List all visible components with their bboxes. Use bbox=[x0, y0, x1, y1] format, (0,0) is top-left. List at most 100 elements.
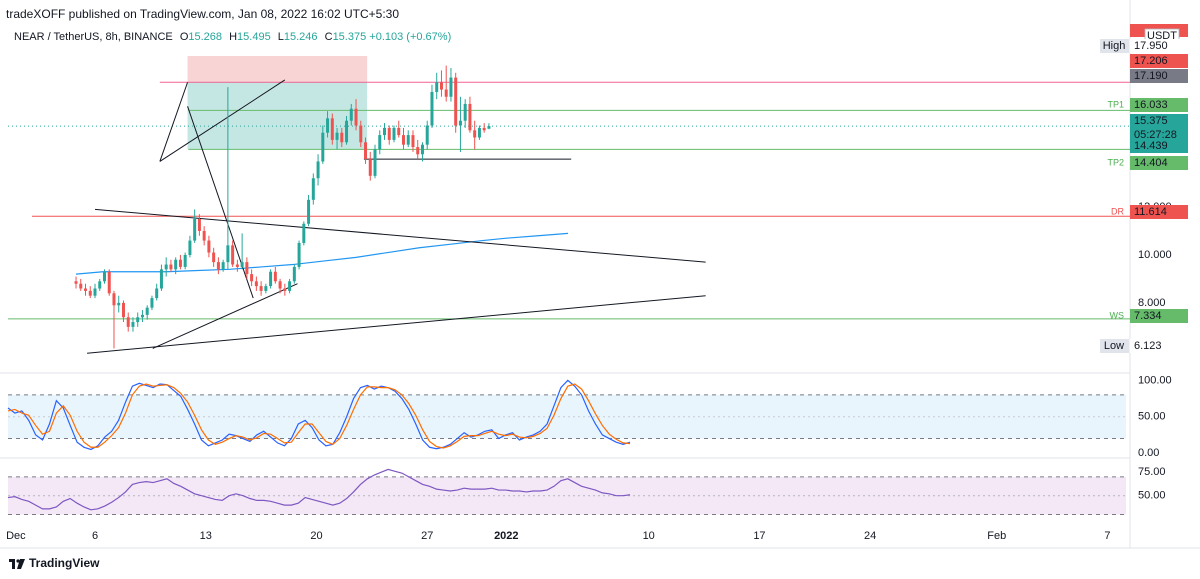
candle-body bbox=[174, 259, 178, 270]
price-tag-ws: WS bbox=[1110, 310, 1125, 320]
rsi-y-tick: 50.00 bbox=[1138, 490, 1166, 502]
candle-body bbox=[259, 286, 263, 291]
price-tag-box bbox=[1100, 39, 1129, 53]
candle-body bbox=[335, 132, 339, 140]
candle-body bbox=[292, 266, 296, 282]
open-key: O bbox=[179, 31, 189, 43]
trendline-5 bbox=[159, 82, 189, 162]
candle-body bbox=[302, 223, 306, 243]
price-tag-low: Low bbox=[1104, 340, 1124, 352]
price-tag-tp2: TP2 bbox=[1107, 157, 1124, 167]
candle-body bbox=[444, 89, 448, 97]
trendline-0 bbox=[94, 208, 706, 263]
candle-body bbox=[264, 286, 268, 291]
candle-body bbox=[354, 108, 358, 126]
price-label-value: 6.123 bbox=[1134, 340, 1162, 352]
price-tag-high: High bbox=[1103, 40, 1126, 52]
candle-body bbox=[378, 135, 382, 150]
candle-body bbox=[117, 302, 121, 306]
price-label-value: 11.614 bbox=[1134, 206, 1167, 218]
bar-countdown-label: 05:27:28 bbox=[1134, 129, 1177, 141]
price-label-value: 16.033 bbox=[1134, 99, 1168, 111]
candle-body bbox=[307, 199, 311, 224]
symbol-name[interactable]: NEAR / TetherUS, 8h, BINANCE bbox=[14, 31, 173, 43]
stoch-d-line bbox=[7, 383, 631, 449]
candle-body bbox=[98, 281, 102, 289]
price-label-box bbox=[1130, 139, 1188, 153]
price-label-value: 14.439 bbox=[1134, 140, 1168, 152]
symbol-legend: NEAR / TetherUS, 8h, BINANCE O15.268 H15… bbox=[14, 31, 451, 43]
candle-body bbox=[416, 147, 420, 155]
high-value: 15.495 bbox=[237, 31, 271, 43]
change-value: +0.103 (+0.67%) bbox=[369, 31, 452, 43]
brand-label: TradingView bbox=[29, 556, 100, 570]
candle-body bbox=[231, 245, 235, 265]
candle-body bbox=[326, 118, 330, 133]
candle-body bbox=[221, 262, 225, 270]
candle-body bbox=[477, 127, 481, 138]
candle-body bbox=[449, 77, 453, 97]
attribution-text: tradeXOFF published on TradingView.com, … bbox=[6, 7, 400, 21]
last-price-label: 15.375 bbox=[1134, 115, 1168, 127]
price-label-box bbox=[1130, 69, 1188, 83]
candle-body bbox=[235, 264, 239, 267]
x-tick-label: 24 bbox=[864, 530, 876, 542]
candle-body bbox=[269, 271, 273, 287]
tradingview-logo[interactable]: TradingView bbox=[9, 556, 99, 570]
candle-body bbox=[458, 120, 462, 126]
low-key: L bbox=[277, 31, 284, 43]
candle-body bbox=[373, 149, 377, 176]
candle-body bbox=[226, 245, 230, 263]
candle-body bbox=[387, 127, 391, 140]
price-label-box bbox=[1130, 339, 1188, 353]
candle-body bbox=[311, 178, 315, 200]
price-tag-box bbox=[1100, 339, 1129, 353]
candle-body bbox=[212, 252, 216, 263]
candle-body bbox=[316, 161, 320, 179]
candle-body bbox=[345, 120, 349, 143]
currency-label: USDT bbox=[1147, 30, 1177, 42]
candle-body bbox=[102, 271, 106, 282]
x-tick-label: 7 bbox=[1104, 530, 1110, 542]
price-label-value: 17.950 bbox=[1134, 40, 1168, 52]
candle-body bbox=[250, 274, 254, 282]
trendline-1 bbox=[87, 295, 706, 354]
candle-body bbox=[463, 103, 467, 121]
last-price-box bbox=[1130, 114, 1188, 142]
candle-body bbox=[473, 130, 477, 138]
price-label-value: 14.404 bbox=[1134, 157, 1168, 169]
candle-body bbox=[197, 218, 201, 231]
stop-loss-zone bbox=[187, 56, 368, 83]
moving-average-line bbox=[75, 232, 569, 275]
candle-body bbox=[216, 262, 220, 270]
candle-body bbox=[79, 283, 83, 289]
price-label-value: 17.190 bbox=[1134, 70, 1168, 82]
candle-body bbox=[406, 135, 410, 145]
candle-body bbox=[383, 127, 387, 136]
rsi-line bbox=[7, 468, 631, 511]
candle-body bbox=[468, 103, 472, 131]
candle-body bbox=[340, 132, 344, 143]
trendline-4 bbox=[159, 79, 286, 162]
x-tick-label: 17 bbox=[753, 530, 765, 542]
x-tick-label: Feb bbox=[987, 530, 1006, 542]
price-label-box bbox=[1130, 98, 1188, 112]
tradingview-icon bbox=[9, 558, 25, 569]
candle-body bbox=[297, 242, 301, 267]
candle-body bbox=[126, 317, 130, 327]
candle-body bbox=[155, 288, 159, 299]
candle-body bbox=[330, 118, 334, 140]
candle-body bbox=[392, 127, 396, 140]
candle-body bbox=[254, 281, 258, 287]
rsi-y-tick: 75.00 bbox=[1138, 466, 1166, 478]
candle-body bbox=[207, 240, 211, 253]
candle-body bbox=[112, 293, 116, 306]
close-key: C bbox=[324, 31, 333, 43]
price-tag-dr: DR bbox=[1111, 206, 1124, 216]
stoch-y-tick: 50.00 bbox=[1138, 411, 1166, 423]
candle-body bbox=[278, 281, 282, 289]
candle-body bbox=[364, 142, 368, 160]
x-tick-label: 20 bbox=[310, 530, 322, 542]
candle-body bbox=[288, 281, 292, 291]
